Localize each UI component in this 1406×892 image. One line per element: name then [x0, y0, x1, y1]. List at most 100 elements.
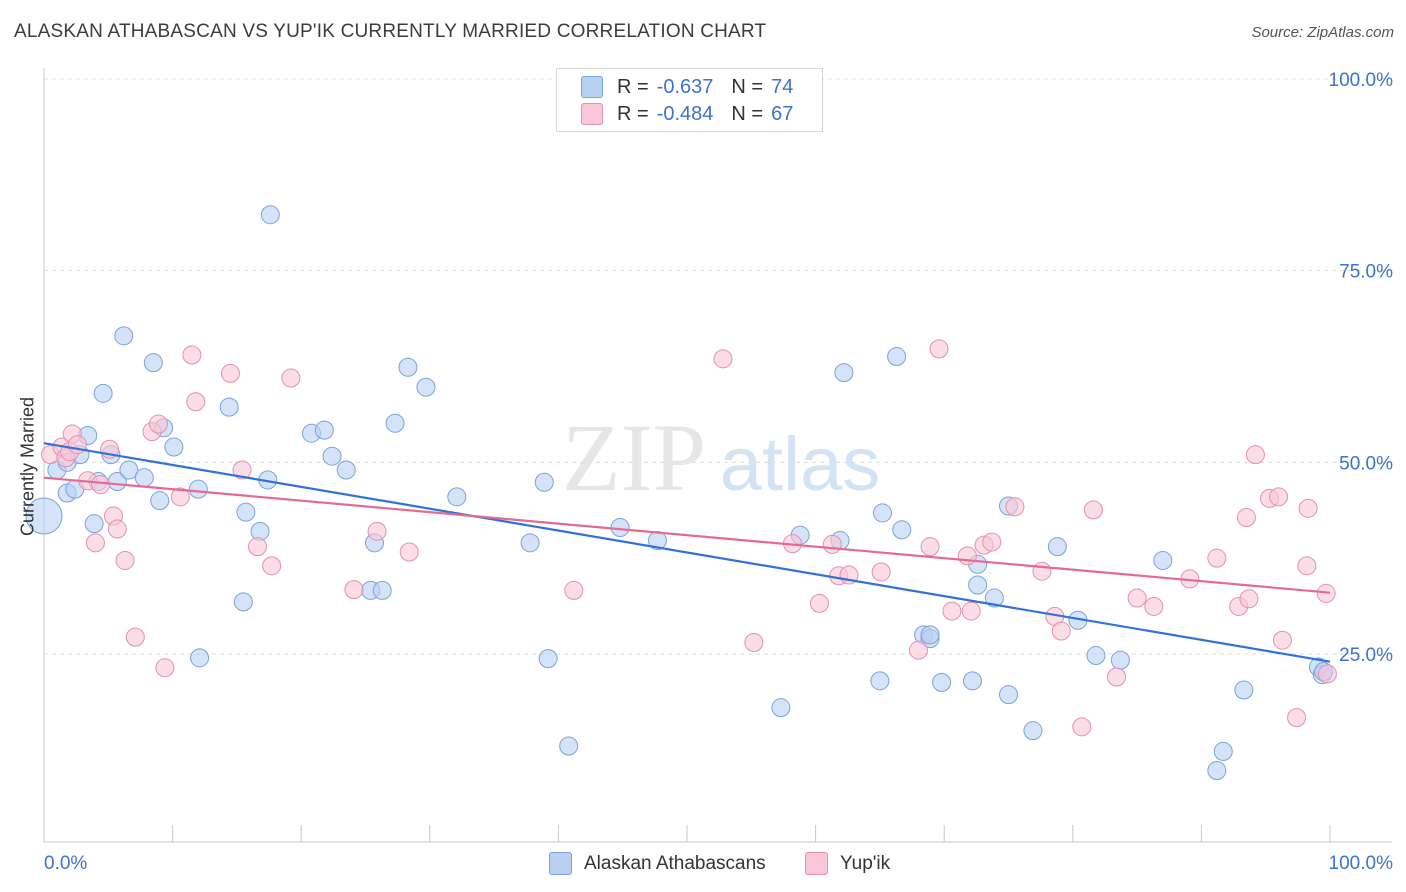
data-point [1269, 487, 1289, 507]
data-point [91, 475, 111, 495]
data-point [1083, 500, 1103, 520]
legend-r-label: R = [617, 75, 649, 98]
data-point [1144, 596, 1164, 616]
y-tick-label: 25.0% [1339, 645, 1393, 666]
data-point [713, 349, 733, 369]
data-point [1047, 537, 1067, 557]
data-point [25, 497, 63, 535]
data-point [809, 593, 829, 613]
data-point [1005, 497, 1025, 517]
data-point [182, 345, 202, 365]
data-point [344, 580, 364, 600]
data-point [538, 649, 558, 669]
legend-r-value: -0.484 [656, 102, 714, 125]
watermark-zip: ZIP [562, 404, 706, 511]
data-point [872, 503, 892, 523]
data-point [932, 672, 952, 692]
data-point [1207, 761, 1227, 781]
x-tick-label: 0.0% [44, 853, 87, 874]
watermark: ZIP atlas [562, 404, 880, 511]
data-point [1316, 583, 1336, 603]
chart-title: ALASKAN ATHABASCAN VS YUP'IK CURRENTLY M… [14, 21, 767, 42]
source-label: Source: ZipAtlas.com [1251, 24, 1394, 41]
data-point [281, 368, 301, 388]
data-point [920, 625, 940, 645]
data-point [1317, 664, 1337, 684]
y-axis-label: Currently Married [17, 396, 38, 537]
data-point [125, 627, 145, 647]
trend-lines [43, 442, 1331, 663]
legend-swatch-blue [549, 852, 572, 875]
legend-row-athabascan: R = -0.637 N = 74 [581, 75, 793, 99]
series-yupik [40, 339, 1337, 737]
data-point [961, 601, 981, 621]
x-tick-label: 100.0% [1329, 853, 1394, 874]
data-point [220, 363, 240, 383]
data-point [119, 460, 139, 480]
legend-swatch-pink [805, 852, 828, 875]
data-point [1107, 667, 1127, 687]
data-point [908, 640, 928, 660]
data-point [870, 671, 890, 691]
legend-r-label: R = [617, 102, 649, 125]
data-point [1236, 508, 1256, 528]
data-point [871, 562, 891, 582]
data-point [447, 487, 467, 507]
data-point [372, 580, 392, 600]
data-point [892, 520, 912, 540]
data-point [84, 514, 104, 534]
data-point [1207, 548, 1227, 568]
data-point [1032, 561, 1052, 581]
data-point [534, 472, 554, 492]
data-point [984, 588, 1004, 608]
data-point [93, 383, 113, 403]
data-point [957, 546, 977, 566]
legend-swatch-pink [581, 103, 603, 125]
data-point [262, 556, 282, 576]
y-tick-label: 75.0% [1339, 262, 1393, 283]
legend-item-athabascans[interactable]: Alaskan Athabascans [549, 852, 766, 875]
data-point [143, 353, 163, 373]
data-point [744, 633, 764, 652]
data-point [170, 487, 190, 507]
data-point [1153, 550, 1173, 570]
data-point [164, 437, 184, 457]
legend-n-label: N = [731, 102, 764, 125]
data-point [610, 518, 630, 537]
legend-n-value: 67 [771, 102, 794, 125]
data-point [188, 479, 208, 499]
series-legend: Alaskan Athabascans Yup'ik [0, 852, 1406, 876]
data-point [920, 537, 940, 557]
data-point [968, 575, 988, 595]
data-point [190, 648, 210, 668]
data-point [1127, 588, 1147, 608]
legend-item-yupik[interactable]: Yup'ik [805, 852, 890, 875]
data-point [929, 339, 949, 359]
data-point [233, 592, 253, 612]
data-point [134, 468, 154, 488]
data-point [564, 580, 584, 600]
data-point [385, 413, 405, 433]
data-point [1023, 721, 1043, 741]
data-point [314, 420, 334, 440]
data-point [398, 357, 418, 377]
legend-swatch-blue [581, 76, 603, 98]
data-point [1298, 498, 1318, 518]
data-point [155, 658, 175, 678]
data-point [247, 537, 267, 557]
data-point [999, 685, 1018, 705]
y-tick-label: 50.0% [1339, 453, 1393, 474]
data-point [1086, 646, 1106, 666]
data-point [186, 392, 206, 412]
data-point [115, 550, 135, 570]
data-point [336, 460, 356, 480]
data-point [150, 491, 170, 511]
data-point [887, 347, 907, 367]
data-point [219, 397, 239, 417]
axes [43, 68, 1392, 843]
data-point [982, 532, 1002, 552]
data-point [148, 414, 168, 434]
watermark-atlas: atlas [720, 422, 881, 507]
data-point [260, 205, 280, 225]
legend-n-value: 74 [771, 75, 794, 98]
